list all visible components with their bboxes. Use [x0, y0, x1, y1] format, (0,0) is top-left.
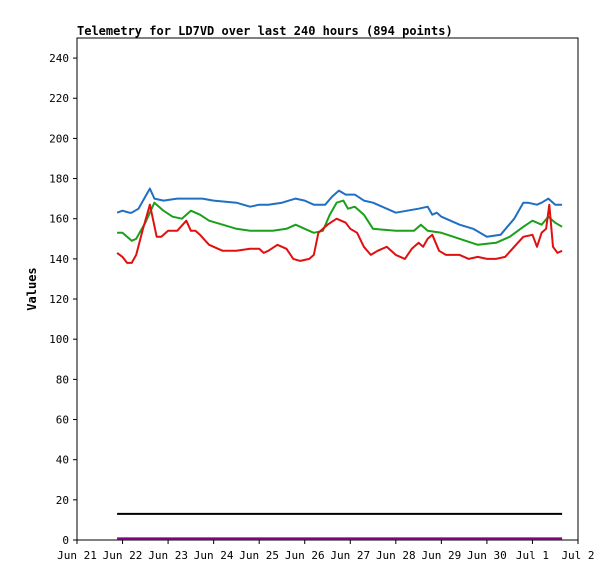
y-tick-label: 140	[49, 253, 69, 266]
x-tick-label: Jun 27	[330, 549, 370, 562]
series-line-3	[116, 203, 563, 264]
y-tick-label: 240	[49, 52, 69, 65]
y-tick-label: 160	[49, 213, 69, 226]
y-tick-label: 0	[62, 534, 69, 547]
plot-area-frame	[76, 37, 579, 541]
x-tick-label: Jun 21	[57, 549, 97, 562]
x-tick-label: Jun 24	[194, 549, 234, 562]
y-tick-label: 120	[49, 293, 69, 306]
y-tick-label: 20	[56, 494, 69, 507]
series-line-2	[117, 199, 563, 246]
y-tick-label: 40	[56, 454, 69, 467]
chart-title: Telemetry for LD7VD over last 240 hours …	[77, 24, 453, 38]
series-line-1	[116, 187, 563, 238]
y-tick-label: 80	[56, 373, 69, 386]
x-tick-label: Jun 26	[285, 549, 325, 562]
x-tick-label: Jun 25	[239, 549, 279, 562]
y-axis-label: Values	[25, 267, 39, 310]
x-tick-label: Jul 1	[516, 549, 549, 562]
y-tick-label: 60	[56, 414, 69, 427]
x-tick-label: Jun 23	[148, 549, 188, 562]
x-tick-label: Jun 22	[103, 549, 143, 562]
x-tick-label: Jun 30	[467, 549, 507, 562]
y-tick-label: 200	[49, 132, 69, 145]
y-tick-label: 180	[49, 173, 69, 186]
y-tick-label: 100	[49, 333, 69, 346]
x-tick-label: Jun 28	[376, 549, 416, 562]
x-tick-label: Jun 29	[421, 549, 461, 562]
series-lines	[116, 187, 563, 540]
y-tick-label: 220	[49, 92, 69, 105]
axes: 0 20 40 60 80 100 120 140 160 180 200 220 240 Jun 21 J…	[49, 52, 594, 562]
x-tick-label: Jul 2	[561, 549, 594, 562]
